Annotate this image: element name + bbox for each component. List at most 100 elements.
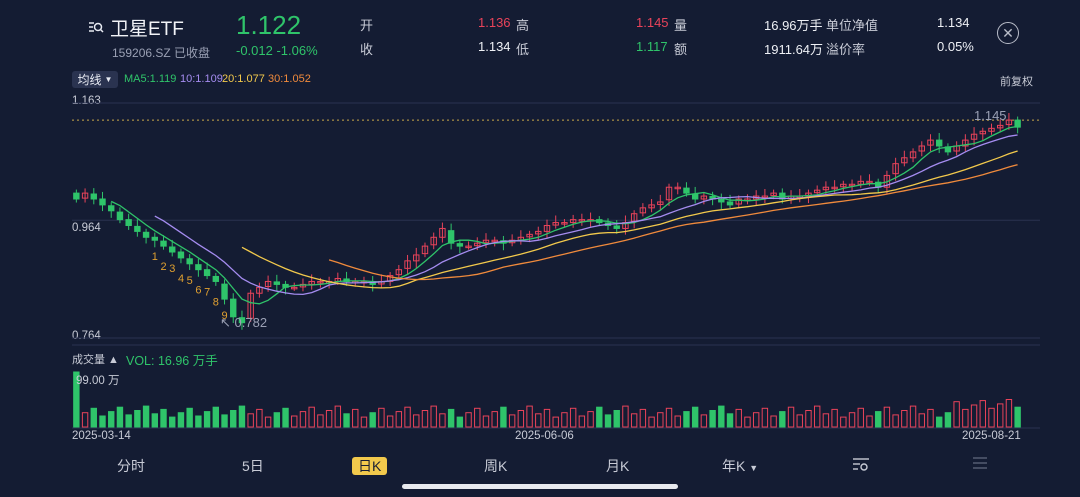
volume-bar xyxy=(247,413,254,428)
ma5-legend: MA5:1.119 xyxy=(124,73,177,85)
high-value: 1.145 xyxy=(636,15,669,30)
volume-bar xyxy=(116,406,124,428)
search-icon[interactable] xyxy=(88,20,104,36)
sequence-label: 1 xyxy=(152,251,158,263)
volume-bar xyxy=(665,407,673,428)
volume-bar xyxy=(465,412,472,428)
volume-bar xyxy=(857,407,864,428)
candle-body xyxy=(665,186,673,201)
menu-icon[interactable] xyxy=(972,456,988,475)
candle-body xyxy=(221,283,228,300)
candle-body xyxy=(491,239,498,243)
moving-averages xyxy=(110,125,1018,305)
candle-body xyxy=(552,222,559,226)
candle-body xyxy=(639,207,647,214)
tab-yearly-k[interactable]: 年K ▼ xyxy=(722,456,758,476)
volume-bar xyxy=(831,408,838,428)
candle-body xyxy=(273,281,281,285)
volume-bar xyxy=(988,407,995,428)
ma-button-label: 均线 xyxy=(77,73,102,87)
volume-bar xyxy=(874,411,882,428)
candle-body xyxy=(439,227,446,238)
sequence-label: 9 xyxy=(222,310,228,322)
candle-body xyxy=(535,230,542,235)
candle-body xyxy=(988,127,995,132)
candle-body xyxy=(125,219,132,227)
ma-selector-button[interactable]: 均线 ▼ xyxy=(72,71,118,88)
candle-body xyxy=(430,236,437,246)
volume-bar xyxy=(936,416,943,428)
volume-bar xyxy=(73,371,80,428)
sequence-label: 4 xyxy=(178,273,184,285)
candle-body xyxy=(465,245,472,249)
date-mid: 2025-06-06 xyxy=(515,430,574,442)
nav-label: 单位净值 xyxy=(826,18,879,33)
low-value: 1.117 xyxy=(636,39,668,54)
candle-body xyxy=(901,157,908,164)
candle-body xyxy=(212,275,220,282)
candle-body xyxy=(186,258,193,265)
volume-bar xyxy=(962,408,969,428)
candle-body xyxy=(526,233,533,238)
tab-5day[interactable]: 5日 xyxy=(242,458,264,474)
close-icon[interactable]: ✕ xyxy=(997,22,1019,44)
ma20-legend: 20:1.077 xyxy=(222,73,265,85)
volume-bar xyxy=(343,413,350,428)
candle-body xyxy=(134,225,141,232)
tab-intraday[interactable]: 分时 xyxy=(117,458,145,474)
volume-bar xyxy=(840,416,847,428)
volume-bar xyxy=(700,414,708,428)
sequence-label: 7 xyxy=(204,287,210,299)
candle-body xyxy=(726,201,734,206)
tab-weekly-k[interactable]: 周K xyxy=(484,458,508,474)
settings-icon[interactable] xyxy=(852,456,870,477)
volume-bar xyxy=(866,415,873,428)
candle-body xyxy=(116,211,124,221)
volume-bar xyxy=(203,411,211,428)
ma30-legend: 30:1.052 xyxy=(268,73,311,85)
volume-bar xyxy=(613,410,620,428)
price-axis-mid: 0.964 xyxy=(72,222,101,234)
tab-daily-k[interactable]: 日K xyxy=(352,456,388,476)
volume-bar xyxy=(413,414,420,428)
volume-bar xyxy=(474,407,481,428)
candle-body xyxy=(169,246,176,253)
home-indicator[interactable] xyxy=(402,484,678,489)
candle-body xyxy=(735,198,742,205)
sequence-label: 3 xyxy=(169,263,175,275)
candle-body xyxy=(456,243,464,247)
chart-grid xyxy=(72,102,1040,429)
volume-bar xyxy=(561,412,568,428)
candle-body xyxy=(247,292,254,319)
volume-bar xyxy=(744,416,751,428)
volume-bar xyxy=(953,401,960,428)
volume-bar xyxy=(543,408,551,428)
volume-bar xyxy=(90,407,97,428)
volume-bar xyxy=(282,407,289,428)
volume-bar xyxy=(134,410,141,428)
volume-bar xyxy=(508,414,516,428)
volume-bar xyxy=(604,414,612,428)
volume-max-label: 99.00 万 xyxy=(76,375,120,387)
candle-body xyxy=(648,204,655,209)
volume-bar xyxy=(813,405,821,428)
candle-body xyxy=(918,145,925,152)
adjust-toggle[interactable]: 前复权 xyxy=(1000,76,1033,88)
high-annotation: 1.145 xyxy=(974,108,1007,123)
volume-bar xyxy=(360,416,368,428)
candle-body xyxy=(979,130,986,135)
candle-body xyxy=(700,195,708,200)
volume-bar xyxy=(108,411,115,428)
volume-bar xyxy=(517,410,525,428)
candle-body xyxy=(936,139,943,147)
volume-bar xyxy=(927,408,934,428)
volume-bar xyxy=(944,412,952,428)
candle-body xyxy=(848,183,856,187)
volume-bar xyxy=(421,410,429,428)
candle-body xyxy=(1014,119,1021,128)
volume-bar xyxy=(848,412,856,428)
tab-monthly-k[interactable]: 月K xyxy=(606,458,630,474)
candle-body xyxy=(291,286,298,290)
ma30-line xyxy=(328,164,1018,281)
